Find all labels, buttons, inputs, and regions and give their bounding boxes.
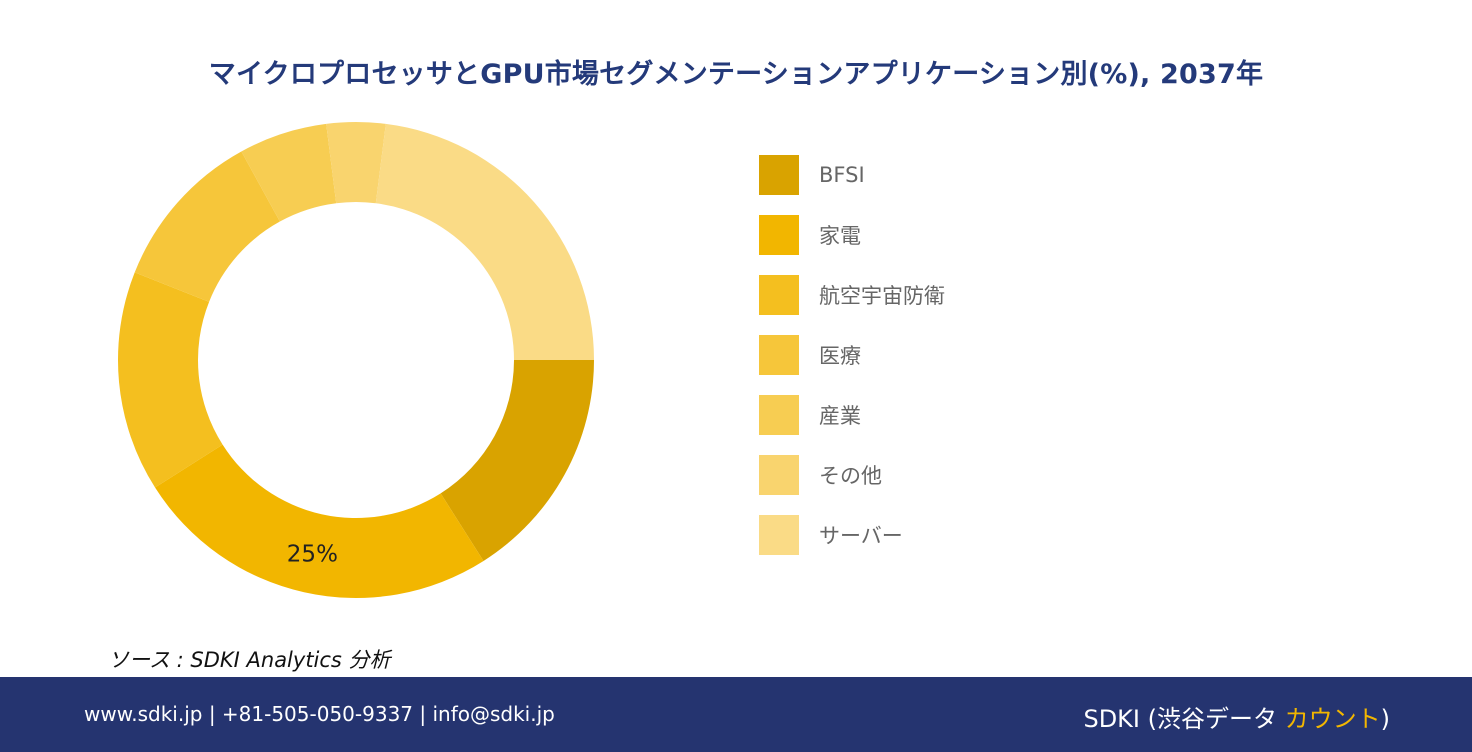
legend-swatch-bfsi bbox=[759, 155, 799, 195]
legend-item-healthcare: 医療 bbox=[759, 335, 1139, 375]
legend-swatch-consumer-electronics bbox=[759, 215, 799, 255]
legend-label-aerospace-defense: 航空宇宙防衛 bbox=[819, 284, 945, 308]
legend-label-consumer-electronics: 家電 bbox=[819, 224, 861, 248]
legend-swatch-other bbox=[759, 455, 799, 495]
legend-swatch-aerospace-defense bbox=[759, 275, 799, 315]
legend-item-aerospace-defense: 航空宇宙防衛 bbox=[759, 275, 1139, 315]
donut-slice-1 bbox=[155, 444, 484, 598]
footer-bar: www.sdki.jp | +81-505-050-9337 | info@sd… bbox=[0, 677, 1472, 752]
footer-brand: SDKI (渋谷データ カウント) bbox=[1083, 699, 1390, 734]
footer-brand-accent: カウント bbox=[1284, 705, 1381, 733]
legend-swatch-industrial bbox=[759, 395, 799, 435]
legend-label-bfsi: BFSI bbox=[819, 163, 865, 187]
donut-slice-4 bbox=[241, 123, 337, 222]
footer-contact: www.sdki.jp | +81-505-050-9337 | info@sd… bbox=[84, 702, 555, 726]
donut-chart: 25% bbox=[114, 118, 598, 602]
donut-data-label-1: 25% bbox=[287, 542, 338, 568]
legend-swatch-healthcare bbox=[759, 335, 799, 375]
donut-slice-0 bbox=[440, 360, 594, 561]
source-note: ソース : SDKI Analytics 分析 bbox=[108, 648, 391, 672]
legend-item-servers: サーバー bbox=[759, 515, 1139, 555]
donut-slice-3 bbox=[134, 151, 280, 302]
legend-item-consumer-electronics: 家電 bbox=[759, 215, 1139, 255]
legend-label-industrial: 産業 bbox=[819, 404, 861, 428]
chart-title: マイクロプロセッサとGPU市場セグメンテーションアプリケーション別(%), 20… bbox=[208, 59, 1264, 90]
legend-item-industrial: 産業 bbox=[759, 395, 1139, 435]
footer-brand-main: SDKI (渋谷データ bbox=[1083, 705, 1285, 733]
donut-slice-5 bbox=[326, 122, 386, 204]
donut-slice-2 bbox=[118, 272, 223, 488]
legend-item-other: その他 bbox=[759, 455, 1139, 495]
legend-item-bfsi: BFSI bbox=[759, 155, 1139, 195]
legend-swatch-servers bbox=[759, 515, 799, 555]
legend-label-servers: サーバー bbox=[819, 524, 903, 548]
donut-chart-svg: 25% bbox=[118, 122, 594, 598]
donut-slice-6 bbox=[375, 123, 594, 360]
legend-label-other: その他 bbox=[819, 464, 882, 488]
footer-brand-end: ) bbox=[1380, 705, 1390, 733]
legend-label-healthcare: 医療 bbox=[819, 344, 861, 368]
chart-legend: BFSI 家電 航空宇宙防衛 医療 産業 その他 サーバー bbox=[759, 155, 1139, 575]
